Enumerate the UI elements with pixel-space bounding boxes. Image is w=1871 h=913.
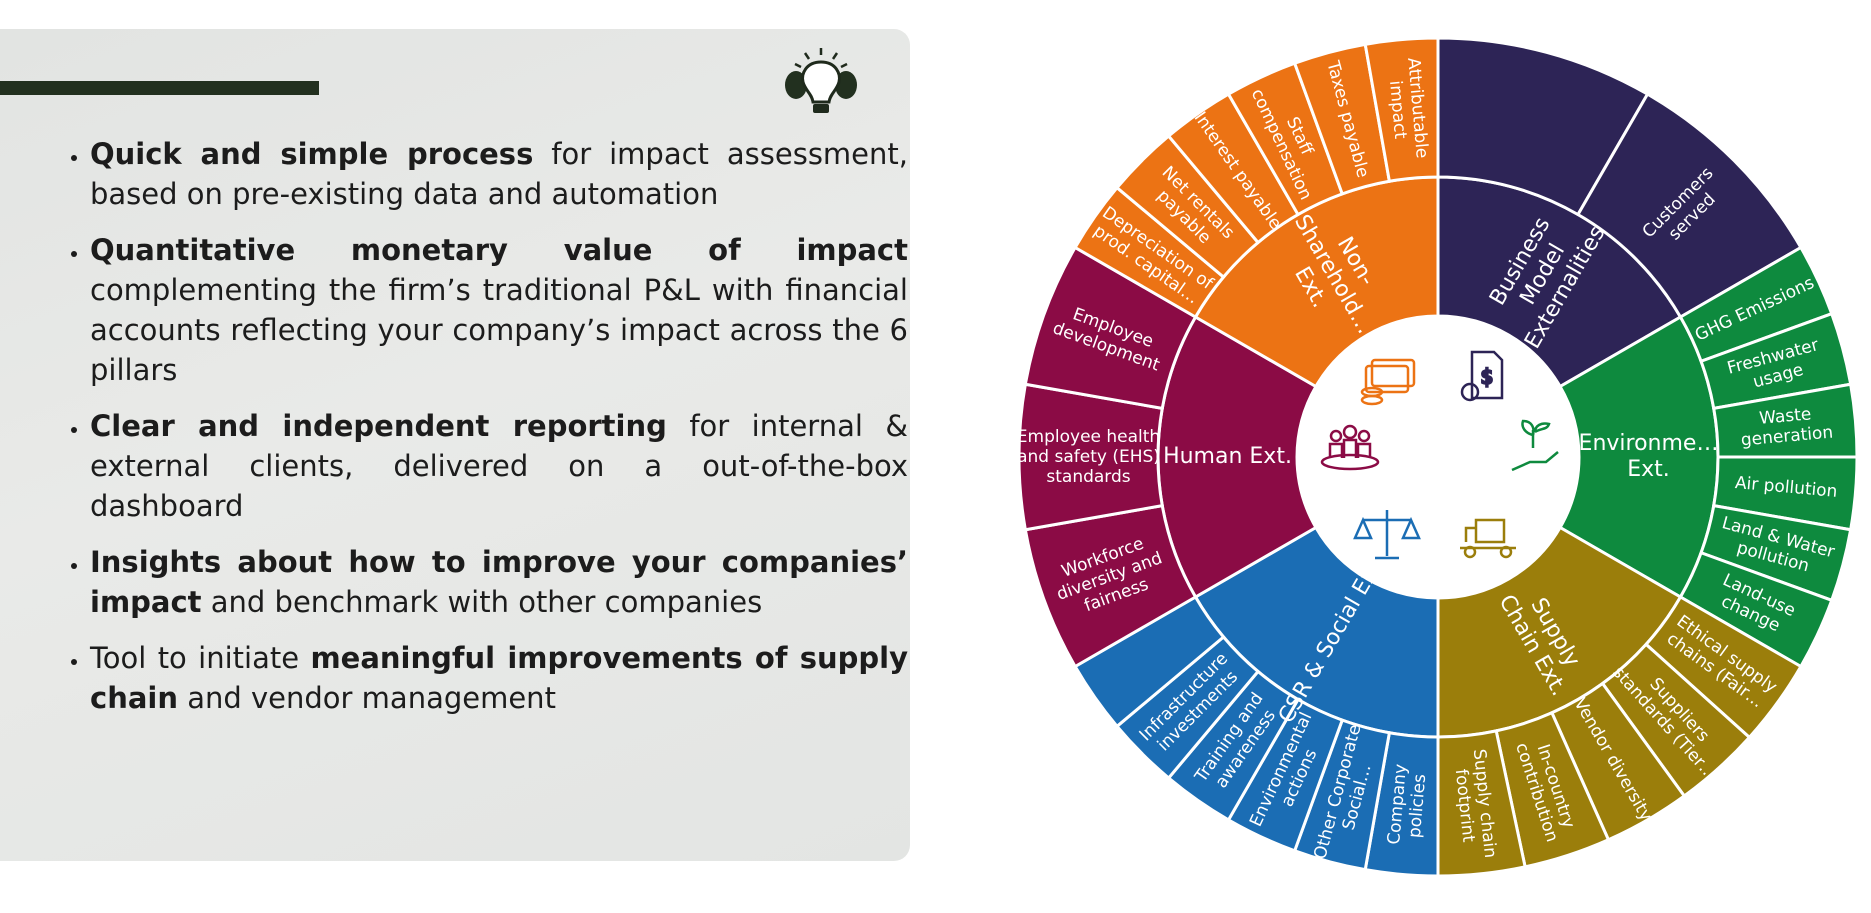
scales-icon: [1353, 510, 1421, 560]
bullet-item: Insights about how to improve your compa…: [90, 542, 908, 622]
bold-text: Clear and independent reporting: [90, 409, 667, 443]
text: complementing the firm’s traditional P&L…: [90, 273, 908, 387]
text: and vendor management: [178, 681, 556, 715]
text: and benchmark with other companies: [201, 585, 763, 619]
label-line: Waste: [1758, 404, 1812, 428]
bullet-item: Clear and independent reporting for inte…: [90, 406, 908, 526]
text: for internal & external clients, deliver…: [90, 409, 908, 523]
label-line: and safety (EHS): [1017, 447, 1160, 467]
coins-icon: [1360, 358, 1416, 406]
label-line: Human Ext.: [1163, 444, 1292, 469]
svg-text:$: $: [1481, 365, 1494, 389]
text-panel: [0, 29, 910, 861]
bullet-item: Quick and simple process for impact asse…: [90, 134, 908, 214]
label-line: Employee health: [1017, 427, 1160, 447]
text: Tool to initiate: [90, 641, 311, 675]
segment-label: Human Ext.: [1163, 444, 1292, 469]
bold-text: Insights about how to improve your compa…: [90, 545, 908, 619]
people-icon: [1320, 424, 1380, 471]
bullet-item: Tool to initiate meaningful improvements…: [90, 638, 908, 718]
label-line: Ext.: [1627, 457, 1670, 482]
lightbulb-icon: [785, 48, 857, 113]
accent-bar: [0, 81, 319, 95]
bold-text: Quantitative monetary value of impact: [90, 233, 908, 267]
bullet-list: Quick and simple process for impact asse…: [44, 134, 908, 734]
document-icon: $: [1460, 350, 1504, 402]
bold-text: Quick and simple process: [90, 137, 534, 171]
text: for impact assessment, based on pre-exis…: [90, 137, 908, 211]
segment-label: Environme…Ext.: [1579, 431, 1719, 482]
plant-icon: [1511, 419, 1559, 472]
label-line: standards: [1046, 467, 1130, 487]
bold-text: meaningful improvements of supply chain: [90, 641, 908, 715]
label-line: Environme…: [1579, 431, 1719, 456]
bullet-item: Quantitative monetary value of impact co…: [90, 230, 908, 390]
truck-icon: [1460, 518, 1516, 559]
sub-segment: [1363, 36, 1440, 183]
